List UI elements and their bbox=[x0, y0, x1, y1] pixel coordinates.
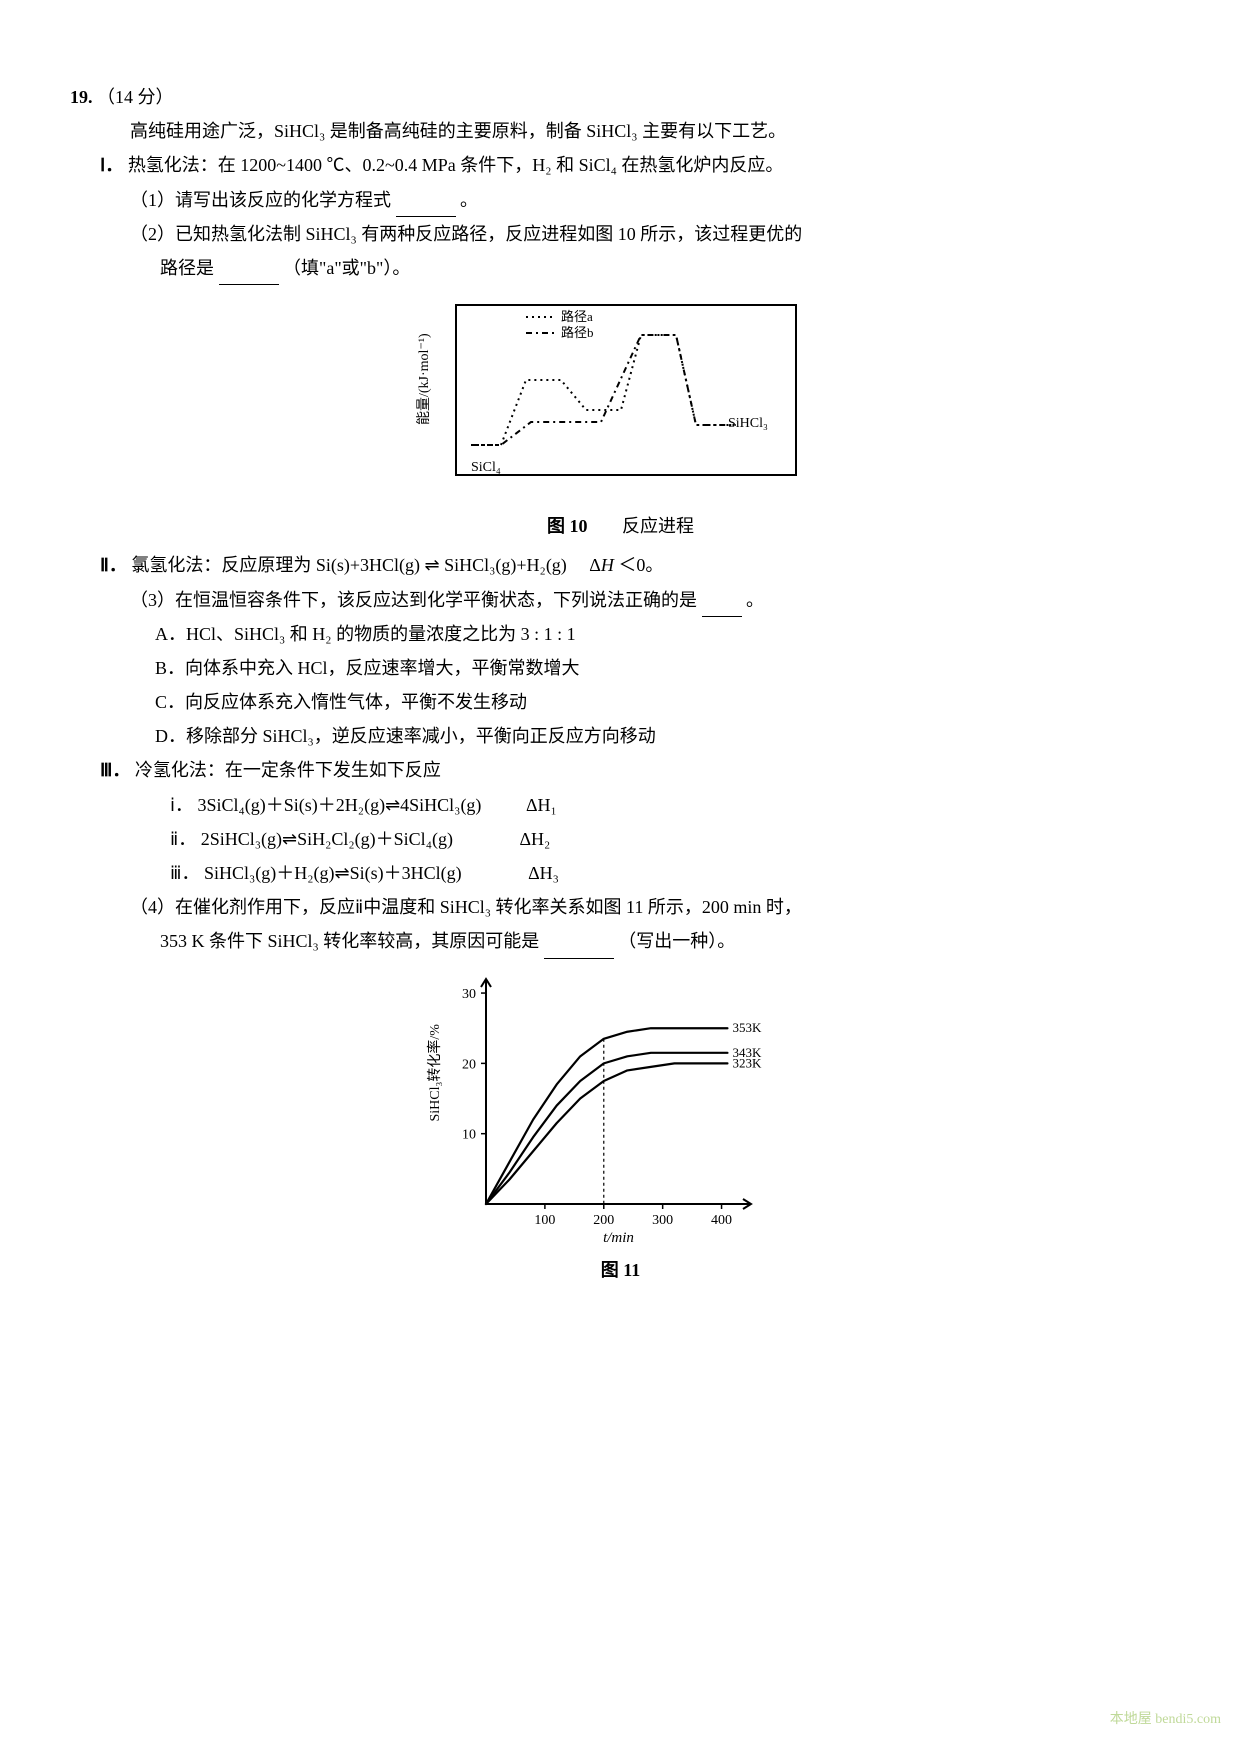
svg-text:SiHCl₃: SiHCl₃ bbox=[728, 416, 768, 431]
q3-line1: （3）在恒温恒容条件下，该反应达到化学平衡状态，下列说法正确的是 bbox=[130, 590, 697, 610]
figure-10-svg: 能量/(kJ·mol⁻¹) SiCl₄ SiHCl₃ 路径a路径b bbox=[416, 295, 826, 505]
svg-text:路径a: 路径a bbox=[561, 309, 593, 324]
rxn-ii: ⅱ． 2SiHCl₃(g)⇌SiH₂Cl₂(g)＋SiCl₄(g) ΔH₂ bbox=[70, 822, 1171, 856]
rxn-ii-eq: 2SiHCl₃(g)⇌SiH₂Cl₂(g)＋SiCl₄(g) bbox=[201, 829, 453, 849]
q2-suffix: （填"a"或"b"）。 bbox=[283, 258, 410, 278]
q1-suffix: 。 bbox=[460, 190, 478, 210]
part-II-dh-H: H bbox=[601, 555, 614, 575]
part-II-label: Ⅱ． bbox=[100, 555, 127, 575]
q3: （3）在恒温恒容条件下，该反应达到化学平衡状态，下列说法正确的是 。 bbox=[70, 583, 1171, 617]
option-A: A．HCl、SiHCl₃ 和 H₂ 的物质的量浓度之比为 3 : 1 : 1 bbox=[70, 617, 1171, 651]
q4-blank[interactable] bbox=[544, 939, 614, 959]
rxn-iii-eq: SiHCl₃(g)＋H₂(g)⇌Si(s)＋3HCl(g) bbox=[204, 863, 462, 883]
question-header: 19. （14 分） bbox=[70, 80, 1171, 114]
part-III-title: 冷氢化法：在一定条件下发生如下反应 bbox=[135, 760, 441, 780]
q2-line1: （2）已知热氢化法制 SiHCl₃ 有两种反应路径，反应进程如图 10 所示，该… bbox=[70, 217, 1171, 251]
q2-blank[interactable] bbox=[219, 265, 279, 285]
rxn-i-label: ⅰ． bbox=[170, 795, 193, 815]
rxn-iii-label: ⅲ． bbox=[170, 863, 199, 883]
q4-line2-prefix: 353 K 条件下 SiHCl₃ 转化率较高，其原因可能是 bbox=[160, 931, 539, 951]
rxn-ii-label: ⅱ． bbox=[170, 829, 196, 849]
part-I: Ⅰ． 热氢化法：在 1200~1400 ℃、0.2~0.4 MPa 条件下，H₂… bbox=[70, 148, 1171, 182]
part-I-label: Ⅰ． bbox=[100, 155, 123, 175]
q1-blank[interactable] bbox=[396, 197, 456, 217]
rxn-ii-dh: ΔH₂ bbox=[519, 822, 550, 856]
svg-text:30: 30 bbox=[462, 987, 476, 1002]
part-II-end: ＜0。 bbox=[618, 555, 663, 575]
part-III-label: Ⅲ． bbox=[100, 760, 130, 780]
svg-text:353K: 353K bbox=[732, 1020, 762, 1035]
question-number: 19. bbox=[70, 87, 93, 107]
figure-10: 能量/(kJ·mol⁻¹) SiCl₄ SiHCl₃ 路径a路径b 图 10 反应进程 bbox=[70, 295, 1171, 543]
q2-line2: 路径是 （填"a"或"b"）。 bbox=[70, 251, 1171, 285]
svg-text:路径b: 路径b bbox=[561, 325, 594, 340]
part-II-dh-delta: Δ bbox=[571, 555, 601, 575]
figure-10-rightlabel: 反应进程 bbox=[622, 509, 694, 543]
rxn-i-eq: 3SiCl₄(g)＋Si(s)＋2H₂(g)⇌4SiHCl₃(g) bbox=[198, 795, 482, 815]
svg-text:200: 200 bbox=[593, 1213, 614, 1228]
svg-text:t/min: t/min bbox=[603, 1230, 634, 1246]
rxn-iii-dh: ΔH₃ bbox=[528, 856, 559, 890]
q2-line2-label: 路径是 bbox=[160, 258, 214, 278]
rxn-iii: ⅲ． SiHCl₃(g)＋H₂(g)⇌Si(s)＋3HCl(g) ΔH₃ bbox=[70, 856, 1171, 890]
svg-text:能量/(kJ·mol⁻¹): 能量/(kJ·mol⁻¹) bbox=[416, 333, 432, 425]
part-II-mid: SiHCl₃(g)+H₂(g) bbox=[444, 555, 567, 575]
q3-suffix: 。 bbox=[746, 590, 764, 610]
question-prompt: 高纯硅用途广泛，SiHCl₃ 是制备高纯硅的主要原料，制备 SiHCl₃ 主要有… bbox=[70, 114, 1171, 148]
svg-text:10: 10 bbox=[462, 1127, 476, 1142]
svg-text:SiHCl₃转化率/%: SiHCl₃转化率/% bbox=[426, 1023, 443, 1121]
q1-prefix: （1）请写出该反应的化学方程式 bbox=[130, 190, 391, 210]
rxn-i-dh: ΔH₁ bbox=[526, 788, 557, 822]
equil-arrow: ⇌ bbox=[425, 555, 440, 575]
figure-11-svg: 100200300400102030t/minSiHCl₃转化率/%353K34… bbox=[421, 969, 821, 1249]
figure-11: 100200300400102030t/minSiHCl₃转化率/%353K34… bbox=[70, 969, 1171, 1287]
question-points: （14 分） bbox=[97, 87, 174, 107]
part-III: Ⅲ． 冷氢化法：在一定条件下发生如下反应 bbox=[70, 753, 1171, 787]
svg-text:300: 300 bbox=[652, 1213, 673, 1228]
part-II-prefix: 氯氢化法：反应原理为 Si(s)+3HCl(g) bbox=[131, 555, 420, 575]
option-D: D．移除部分 SiHCl₃，逆反应速率减小，平衡向正反应方向移动 bbox=[70, 719, 1171, 753]
part-II: Ⅱ． 氯氢化法：反应原理为 Si(s)+3HCl(g) ⇌ SiHCl₃(g)+… bbox=[70, 548, 1171, 582]
q1: （1）请写出该反应的化学方程式 。 bbox=[70, 183, 1171, 217]
figure-11-label: 图 11 bbox=[601, 1253, 641, 1287]
rxn-i: ⅰ． 3SiCl₄(g)＋Si(s)＋2H₂(g)⇌4SiHCl₃(g) ΔH₁ bbox=[70, 788, 1171, 822]
figure-10-label: 图 10 bbox=[547, 509, 588, 543]
q4-line1: （4）在催化剂作用下，反应ⅱ中温度和 SiHCl₃ 转化率关系如图 11 所示，… bbox=[70, 890, 1171, 924]
q3-blank[interactable] bbox=[702, 597, 742, 617]
q4-line2-suffix: （写出一种）。 bbox=[618, 931, 735, 951]
part-I-title: 热氢化法：在 1200~1400 ℃、0.2~0.4 MPa 条件下，H₂ 和 … bbox=[128, 155, 784, 175]
svg-text:323K: 323K bbox=[732, 1055, 762, 1070]
svg-text:100: 100 bbox=[534, 1213, 555, 1228]
option-B: B．向体系中充入 HCl，反应速率增大，平衡常数增大 bbox=[70, 651, 1171, 685]
svg-text:400: 400 bbox=[711, 1213, 732, 1228]
svg-text:20: 20 bbox=[462, 1057, 476, 1072]
q4-line2: 353 K 条件下 SiHCl₃ 转化率较高，其原因可能是 （写出一种）。 bbox=[70, 924, 1171, 958]
watermark: 本地屋 bendi5.com bbox=[1110, 1707, 1221, 1734]
svg-text:SiCl₄: SiCl₄ bbox=[471, 460, 501, 475]
option-C: C．向反应体系充入惰性气体，平衡不发生移动 bbox=[70, 685, 1171, 719]
